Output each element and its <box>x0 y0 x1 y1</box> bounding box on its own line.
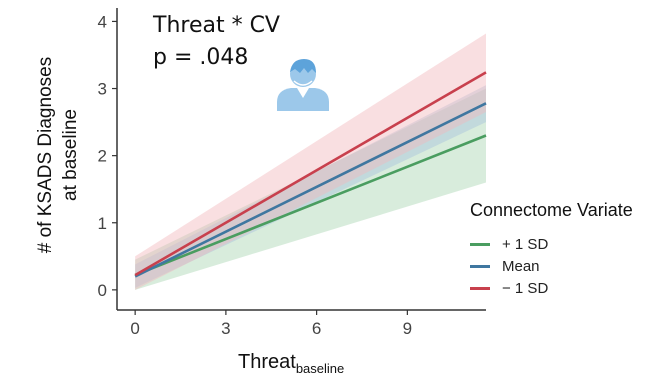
legend-title: Connectome Variate <box>470 200 633 220</box>
y-ticks: 0 1 2 3 4 <box>98 12 117 300</box>
legend-label: − 1 SD <box>502 279 549 297</box>
legend-item-mean: Mean <box>470 255 633 277</box>
confidence-band-1 <box>135 85 487 288</box>
series-line-1 <box>134 102 487 278</box>
x-ticks: 0 3 6 9 <box>130 310 412 338</box>
legend-label: Mean <box>502 257 540 275</box>
legend-item-plus1sd: + 1 SD <box>470 233 633 255</box>
x-tick-label: 0 <box>130 319 139 338</box>
y-tick-label: 0 <box>98 281 107 300</box>
x-tick-label: 9 <box>403 319 412 338</box>
legend-swatch <box>470 242 490 246</box>
x-axis-label-main: Threat <box>238 351 296 373</box>
legend-item-minus1sd: − 1 SD <box>470 277 633 299</box>
x-tick-label: 3 <box>221 319 230 338</box>
p-value-label: p = .048 <box>153 45 249 70</box>
y-axis-label-line1: # of KSADS Diagnoses <box>35 56 56 254</box>
x-axis-label: Threatbaseline <box>238 351 344 376</box>
legend-swatch <box>470 264 490 268</box>
legend-label: + 1 SD <box>502 235 549 253</box>
y-axis-label: # of KSADS Diagnoses at baseline <box>33 40 93 270</box>
person-icon <box>277 59 329 111</box>
x-tick-label: 6 <box>312 319 321 338</box>
legend: Connectome Variate + 1 SD Mean − 1 SD <box>470 200 633 299</box>
y-tick-label: 1 <box>98 214 107 233</box>
y-tick-label: 2 <box>98 147 107 166</box>
series-line-2 <box>134 71 487 277</box>
interaction-label: Threat * CV <box>153 13 280 38</box>
series-line-0 <box>134 134 487 277</box>
y-axis-label-line2: at baseline <box>60 109 81 201</box>
legend-swatch <box>470 286 490 290</box>
y-tick-label: 4 <box>98 12 107 31</box>
y-tick-label: 3 <box>98 80 107 99</box>
series-lines <box>134 71 487 278</box>
x-axis-label-subscript: baseline <box>295 361 345 376</box>
